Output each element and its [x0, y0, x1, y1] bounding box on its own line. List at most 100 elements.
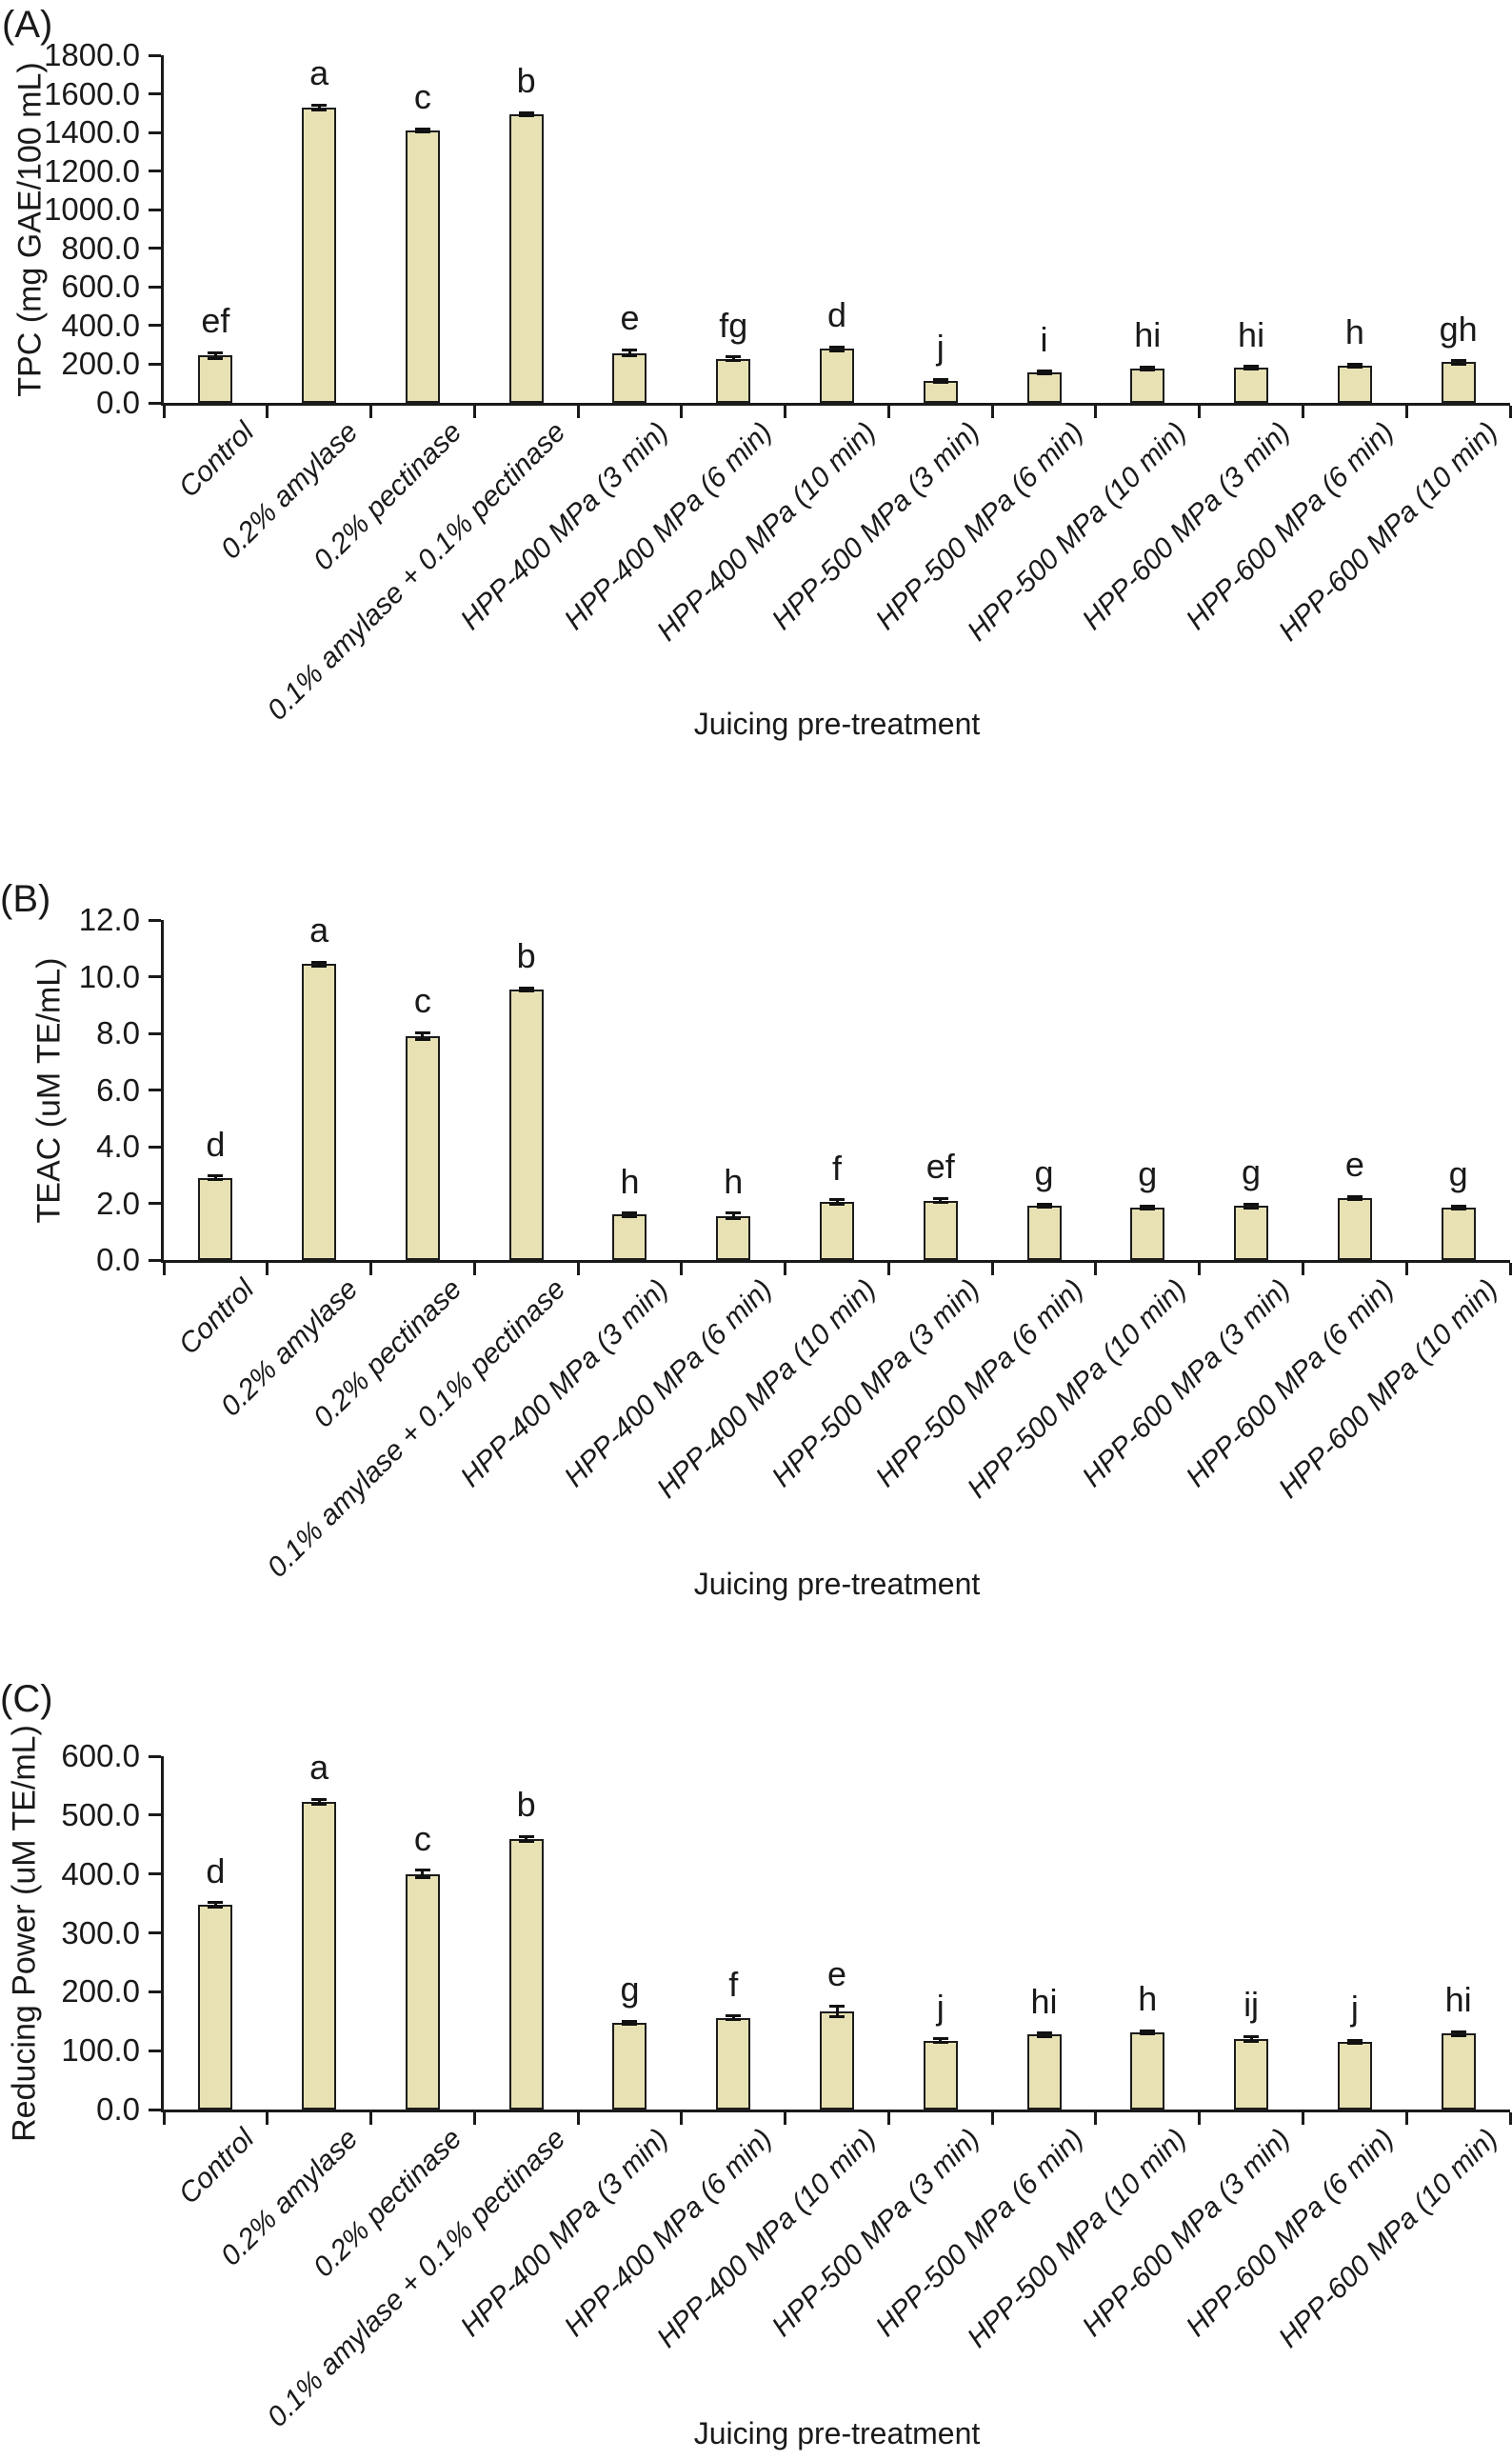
y-axis-tick	[149, 324, 161, 328]
y-axis-tick	[149, 53, 161, 57]
error-bar-cap-bottom	[208, 356, 224, 360]
significance-letter: f	[728, 1964, 739, 2004]
x-axis-tick	[886, 2112, 890, 2125]
bar-hpp-600-mpa-3-min-	[1234, 2038, 1269, 2110]
y-axis-tick	[149, 2049, 161, 2052]
y-axis-line	[161, 55, 164, 406]
bar-0-2-pectinase	[405, 1035, 440, 1260]
y-tick-label: 200.0	[61, 346, 140, 382]
error-bar-cap-bottom	[414, 1875, 430, 1879]
error-bar	[835, 2006, 839, 2017]
error-bar-cap-bottom	[1036, 1206, 1052, 1210]
error-bar-cap-top	[932, 1196, 948, 1200]
y-axis-tick	[149, 285, 161, 289]
error-bar-cap-bottom	[414, 1038, 430, 1042]
error-bar-cap-bottom	[311, 964, 328, 968]
x-axis-tick	[1198, 406, 1202, 418]
error-bar	[1353, 2040, 1357, 2044]
x-axis-title: Juicing pre-treatment	[693, 2416, 981, 2450]
x-axis-tick	[1508, 2112, 1512, 2125]
y-tick-label: 12.0	[78, 902, 140, 937]
y-tick-label: 4.0	[96, 1129, 140, 1164]
error-bar	[731, 2015, 735, 2020]
y-tick-label: 1400.0	[44, 114, 140, 150]
error-bar-cap-bottom	[1346, 2042, 1363, 2046]
error-bar	[1457, 360, 1461, 365]
error-bar-cap-top	[829, 2004, 845, 2008]
error-bar-cap-bottom	[1243, 1207, 1260, 1210]
error-bar	[1457, 1206, 1461, 1210]
y-tick-label: 0.0	[96, 2091, 140, 2127]
y-tick-label: 400.0	[61, 1855, 140, 1891]
significance-letter: hi	[1030, 1981, 1058, 2021]
error-bar	[213, 1175, 217, 1180]
error-bar	[731, 356, 735, 361]
error-bar-cap-top	[1450, 1204, 1466, 1208]
y-axis-tick	[149, 1145, 161, 1149]
bar-0-2-amylase	[302, 964, 337, 1260]
error-bar-cap-bottom	[932, 2041, 948, 2044]
error-bar-cap-top	[518, 1834, 534, 1838]
significance-letter: hi	[1238, 314, 1265, 354]
error-bar	[939, 1198, 943, 1203]
significance-letter: c	[413, 1818, 431, 1858]
error-bar	[627, 2021, 631, 2025]
error-bar	[1353, 364, 1357, 368]
error-bar-cap-bottom	[1036, 372, 1052, 376]
error-bar-cap-top	[932, 377, 948, 381]
error-bar-cap-bottom	[1140, 2032, 1156, 2036]
bar-hpp-400-mpa-6-min-	[716, 2017, 751, 2110]
x-axis-tick	[369, 1263, 373, 1275]
error-bar-cap-top	[829, 345, 845, 349]
error-bar	[317, 105, 321, 110]
x-axis-tick	[680, 2112, 684, 2125]
x-axis-tick	[1094, 1263, 1098, 1275]
error-bar-cap-bottom	[311, 108, 328, 111]
error-bar	[1043, 370, 1046, 374]
error-bar-cap-top	[311, 103, 328, 107]
error-bar-cap-top	[726, 2014, 742, 2018]
bar-hpp-600-mpa-10-min-	[1441, 362, 1476, 403]
error-bar-cap-bottom	[726, 1217, 742, 1221]
error-bar-cap-top	[1036, 1203, 1052, 1207]
error-bar-cap-top	[518, 986, 534, 990]
error-bar	[627, 350, 631, 356]
error-bar-cap-bottom	[622, 2023, 638, 2027]
significance-letter: g	[1242, 1152, 1262, 1192]
bar-0-2-amylase	[302, 1801, 337, 2110]
x-axis-tick	[990, 406, 994, 418]
error-bar-cap-top	[932, 2037, 948, 2041]
error-bar	[731, 1212, 735, 1219]
significance-letter: fg	[719, 305, 748, 345]
significance-letter: j	[936, 1987, 945, 2027]
y-tick-label: 1800.0	[44, 37, 140, 72]
x-axis-line	[161, 1260, 1510, 1263]
y-axis-line	[161, 920, 164, 1263]
x-axis-tick	[1301, 1263, 1304, 1275]
y-axis-tick	[149, 401, 161, 405]
error-bar-cap-top	[622, 2019, 638, 2023]
x-axis-line	[161, 403, 1510, 406]
significance-letter: ij	[1243, 1985, 1260, 2025]
x-axis-tick	[162, 406, 166, 418]
error-bar	[627, 1212, 631, 1217]
bar-0-1-amylase-0-1-pectinase	[508, 1838, 544, 2110]
y-axis-tick	[149, 130, 161, 134]
y-axis-tick	[149, 1813, 161, 1817]
error-bar	[421, 129, 425, 132]
y-tick-label: 500.0	[61, 1796, 140, 1832]
y-axis-tick	[149, 362, 161, 366]
error-bar-cap-top	[414, 127, 430, 130]
x-axis-tick	[1404, 2112, 1408, 2125]
error-bar-cap-bottom	[932, 381, 948, 385]
error-bar	[1043, 2032, 1046, 2037]
error-bar-cap-top	[208, 1901, 224, 1905]
error-bar-cap-bottom	[1140, 1207, 1156, 1210]
error-bar-cap-top	[726, 1211, 742, 1215]
error-bar-cap-bottom	[208, 1178, 224, 1181]
significance-letter: h	[620, 1161, 640, 1201]
error-bar-cap-top	[1450, 2030, 1466, 2033]
